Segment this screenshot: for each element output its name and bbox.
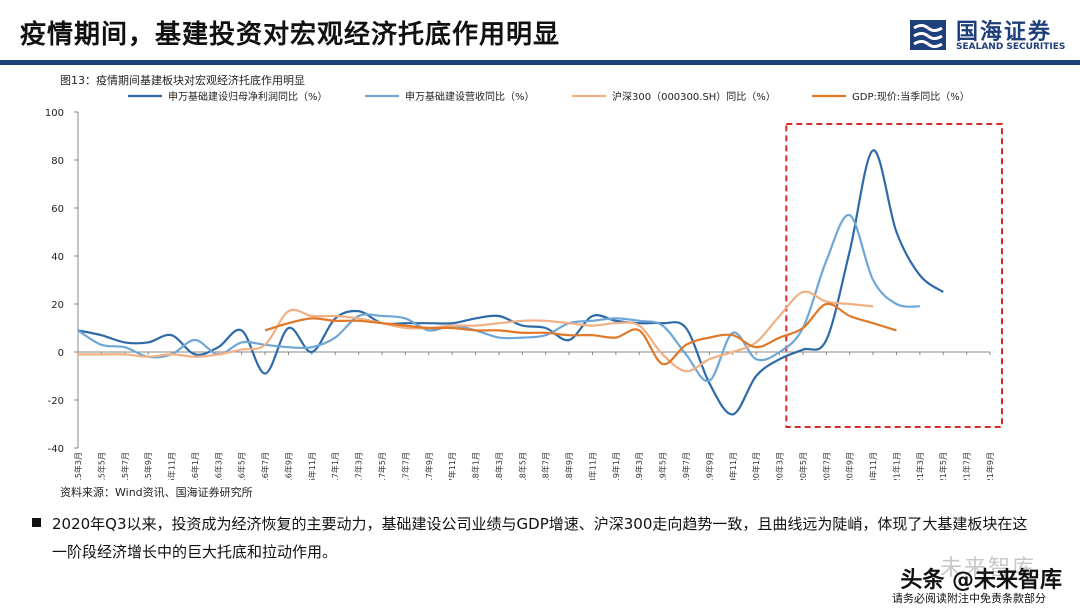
x-tick-label: 2021年9月 <box>985 452 995 480</box>
x-tick-label: 2015年3月 <box>73 452 83 480</box>
company-logo: 国海证券 SEALAND SECURITIES <box>908 12 1068 58</box>
x-tick-label: 2019年1月 <box>611 452 621 480</box>
x-tick-label: 2020年7月 <box>821 452 831 480</box>
x-tick-label: 2016年11月 <box>307 452 317 480</box>
x-tick-label: 2020年3月 <box>775 452 785 480</box>
logo-name-cn: 国海证券 <box>956 20 1053 45</box>
sealand-logo-icon <box>910 20 946 50</box>
line-chart: -40 -20 0 20 40 60 80 100 2015年3月 2015年5月 2015年7月 2… <box>45 90 1003 480</box>
logo-name-en: SEALAND SECURITIES <box>956 42 1066 52</box>
series-line-3 <box>78 290 874 373</box>
x-tick-label: 2016年3月 <box>213 452 223 480</box>
x-tick-label: 2020年5月 <box>798 452 808 480</box>
x-tick-label: 2018年11月 <box>587 452 597 480</box>
legend-label-2: 申万基础建设营收同比（%） <box>405 90 535 103</box>
y-tick-label: 60 <box>51 204 64 215</box>
series-line-4 <box>264 302 897 366</box>
x-tick-label: 2021年1月 <box>891 452 901 480</box>
y-tick-label: 100 <box>45 108 64 119</box>
x-tick-label: 2019年5月 <box>658 452 668 480</box>
x-tick-label: 2015年9月 <box>143 452 153 480</box>
x-tick-label: 2021年5月 <box>938 452 948 480</box>
summary-text: 2020年Q3以来，投资成为经济恢复的主要动力，基础建设公司业绩与GDP增速、沪… <box>52 515 1028 561</box>
x-tick-label: 2016年7月 <box>260 452 270 480</box>
y-tick-label: -20 <box>48 396 64 407</box>
x-tick-label: 2018年7月 <box>541 452 551 480</box>
legend-label-3: 沪深300（000300.SH）同比（%） <box>612 90 776 103</box>
y-tick-label: 40 <box>51 252 64 263</box>
x-tick-label: 2021年7月 <box>962 452 972 480</box>
x-tick-label: 2020年11月 <box>868 452 878 480</box>
series-line-1 <box>77 149 944 416</box>
x-tick-label: 2018年1月 <box>471 452 481 480</box>
x-tick-label: 2015年5月 <box>96 452 106 480</box>
x-tick-label: 2018年3月 <box>494 452 504 480</box>
highlight-box <box>785 123 1003 428</box>
x-tick-label: 2017年7月 <box>400 452 410 480</box>
header-divider <box>0 60 1080 65</box>
page-title: 疫情期间，基建投资对宏观经济托底作用明显 <box>20 20 561 50</box>
x-tick-label: 2016年1月 <box>190 452 200 480</box>
x-tick-label: 2016年5月 <box>237 452 247 480</box>
y-tick-label: 20 <box>51 300 64 311</box>
summary-paragraph: 2020年Q3以来，投资成为经济恢复的主要动力，基础建设公司业绩与GDP增速、沪… <box>32 510 1032 566</box>
y-tick-label: 0 <box>58 348 64 359</box>
bullet-icon <box>32 518 41 527</box>
figure-caption: 图13：疫情期间基建板块对宏观经济托底作用明显 <box>60 74 305 87</box>
legend-label-1: 申万基础建设归母净利润同比（%） <box>168 90 328 103</box>
x-tick-label: 2017年1月 <box>330 452 340 480</box>
x-tick-label: 2018年9月 <box>564 452 574 480</box>
x-tick-label: 2015年11月 <box>167 452 177 480</box>
x-tick-label: 2021年3月 <box>915 452 925 480</box>
x-tick-label: 2019年11月 <box>728 452 738 480</box>
toutiao-watermark: 头条 @未来智库 <box>900 568 1062 593</box>
x-tick-label: 2019年9月 <box>704 452 714 480</box>
y-tick-label: -40 <box>48 444 64 455</box>
disclaimer-text: 请务必阅读附注中免责条款部分 <box>892 592 1046 605</box>
legend-label-4: GDP:现价:当季同比（%） <box>852 90 970 103</box>
x-tick-label: 2019年7月 <box>681 452 691 480</box>
watermark-text: 未来智库 <box>939 556 1036 581</box>
x-tick-label: 2019年3月 <box>634 452 644 480</box>
x-tick-label: 2015年7月 <box>120 452 130 480</box>
x-tick-label: 2016年9月 <box>283 452 293 480</box>
x-tick-label: 2017年3月 <box>354 452 364 480</box>
x-tick-label: 2017年5月 <box>377 452 387 480</box>
x-tick-label: 2017年9月 <box>424 452 434 480</box>
x-tick-label: 2020年1月 <box>751 452 761 480</box>
y-tick-label: 80 <box>51 156 64 167</box>
source-note: 资料来源：Wind资讯、国海证券研究所 <box>60 486 253 499</box>
x-tick-label: 2018年5月 <box>517 452 527 480</box>
x-tick-label: 2017年11月 <box>447 452 457 480</box>
x-tick-label: 2020年9月 <box>845 452 855 480</box>
